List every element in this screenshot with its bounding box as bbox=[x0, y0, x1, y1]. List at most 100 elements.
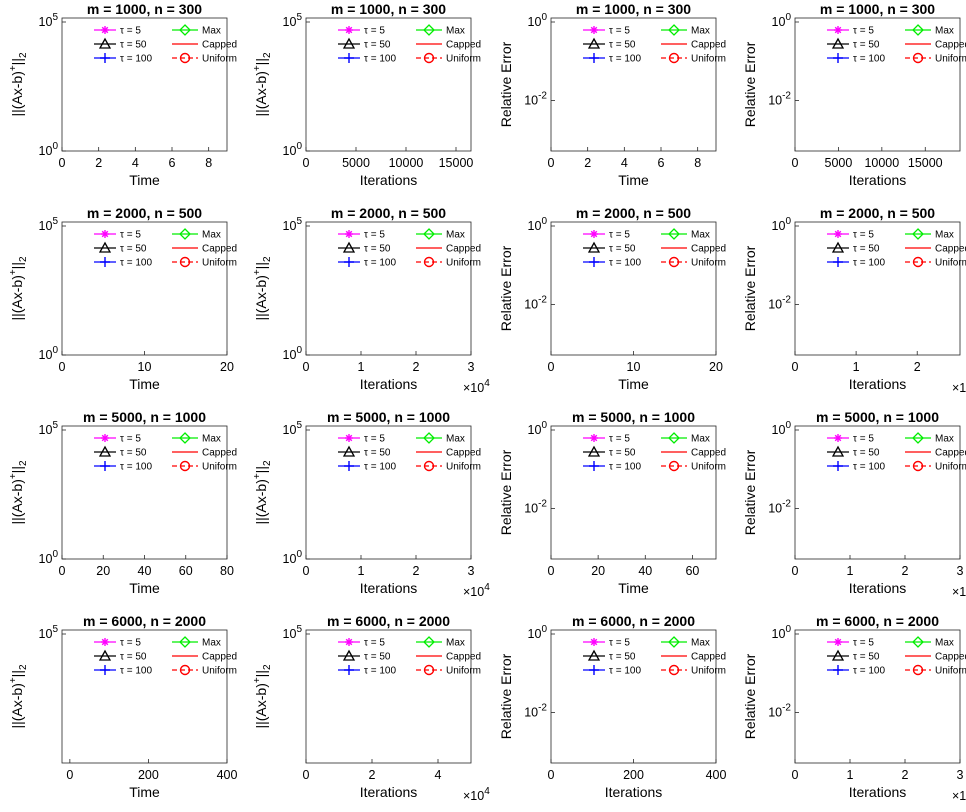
legend-marker-max bbox=[423, 24, 435, 36]
y-tick-label: 100 bbox=[283, 345, 303, 362]
legend-marker-tau5 bbox=[101, 230, 109, 238]
y-tick-label: 100 bbox=[772, 12, 792, 29]
x-axis-label: Iterations bbox=[849, 784, 907, 800]
y-tick-label: 10-2 bbox=[524, 294, 547, 311]
legend-label-tau50: τ = 50 bbox=[853, 244, 880, 255]
legend-label-tau100: τ = 100 bbox=[364, 54, 396, 65]
legend bbox=[338, 228, 442, 268]
legend-label-tau5: τ = 5 bbox=[853, 26, 874, 37]
legend-label-tau5: τ = 5 bbox=[120, 26, 141, 37]
legend-label-tau5: τ = 5 bbox=[853, 230, 874, 241]
legend-marker-tau5 bbox=[834, 230, 842, 238]
x-tick-label: 2 bbox=[413, 564, 420, 578]
plot-area bbox=[305, 221, 472, 356]
legend-marker-tau5 bbox=[834, 26, 842, 34]
y-tick-label: 10-2 bbox=[768, 90, 791, 107]
legend-label-uniform: Uniform bbox=[691, 462, 726, 473]
legend-label-tau50: τ = 50 bbox=[853, 448, 880, 459]
legend-label-tau50: τ = 50 bbox=[120, 448, 147, 459]
x-tick-label: 10 bbox=[627, 360, 641, 374]
y-tick-label: 105 bbox=[39, 420, 59, 437]
legend-marker-tau5 bbox=[834, 434, 842, 442]
legend-marker-uniform bbox=[179, 52, 191, 64]
x-tick-label: 0 bbox=[303, 564, 310, 578]
y-axis-label: Relative Error bbox=[742, 653, 758, 739]
x-tick-label: 0 bbox=[59, 156, 66, 170]
plot-area bbox=[61, 221, 228, 356]
legend-label-tau5: τ = 5 bbox=[120, 434, 141, 445]
x-axis-exponent: ×104 bbox=[952, 378, 966, 395]
legend bbox=[827, 636, 931, 676]
legend-label-tau50: τ = 50 bbox=[609, 40, 636, 51]
legend-label-uniform: Uniform bbox=[935, 462, 966, 473]
legend-marker-tau100 bbox=[344, 53, 354, 63]
y-tick-label: 100 bbox=[283, 549, 303, 566]
y-tick-label: 100 bbox=[39, 141, 59, 158]
legend-label-tau100: τ = 100 bbox=[364, 666, 396, 677]
y-tick-label: 10-2 bbox=[524, 90, 547, 107]
subplot-title: m = 2000, n = 500 bbox=[576, 205, 691, 221]
plot-area bbox=[305, 17, 472, 152]
legend-label-max: Max bbox=[202, 26, 221, 37]
legend-label-uniform: Uniform bbox=[691, 666, 726, 677]
x-axis-label: Iterations bbox=[849, 172, 907, 188]
y-tick-label: 10-2 bbox=[768, 294, 791, 311]
y-axis-label: Relative Error bbox=[498, 653, 514, 739]
legend-marker-max bbox=[668, 432, 680, 444]
legend-label-tau5: τ = 5 bbox=[609, 434, 630, 445]
legend-marker-max bbox=[912, 636, 924, 648]
legend-label-max: Max bbox=[446, 638, 465, 649]
legend-marker-max bbox=[423, 432, 435, 444]
legend-label-capped: Capped bbox=[202, 448, 237, 459]
x-tick-label: 1 bbox=[847, 768, 854, 782]
legend-label-capped: Capped bbox=[446, 652, 481, 663]
legend-label-tau50: τ = 50 bbox=[364, 448, 391, 459]
legend-label-capped: Capped bbox=[691, 652, 726, 663]
legend-label-tau5: τ = 5 bbox=[364, 434, 385, 445]
x-tick-label: 20 bbox=[96, 564, 110, 578]
plot-area bbox=[61, 17, 228, 152]
legend-marker-uniform bbox=[668, 664, 680, 676]
x-tick-label: 2 bbox=[902, 768, 909, 782]
x-axis-exponent: ×104 bbox=[463, 378, 490, 395]
x-axis-label: Time bbox=[618, 580, 649, 596]
legend-label-max: Max bbox=[202, 434, 221, 445]
legend-marker-tau5 bbox=[590, 638, 598, 646]
legend-marker-max bbox=[179, 432, 191, 444]
legend-marker-uniform bbox=[668, 52, 680, 64]
legend-marker-tau100 bbox=[589, 461, 599, 471]
legend-marker-tau50 bbox=[98, 241, 112, 253]
y-tick-label: 100 bbox=[39, 345, 59, 362]
legend-label-tau50: τ = 50 bbox=[364, 244, 391, 255]
x-tick-label: 1 bbox=[358, 564, 365, 578]
y-tick-label: 10-2 bbox=[524, 498, 547, 515]
legend-marker-tau50 bbox=[831, 37, 845, 49]
legend-label-capped: Capped bbox=[691, 40, 726, 51]
x-tick-label: 0 bbox=[548, 768, 555, 782]
legend-marker-tau5 bbox=[101, 638, 109, 646]
x-tick-label: 20 bbox=[709, 360, 723, 374]
legend-marker-uniform bbox=[179, 460, 191, 472]
x-tick-label: 40 bbox=[138, 564, 152, 578]
legend-label-uniform: Uniform bbox=[446, 462, 481, 473]
y-tick-label: 10-2 bbox=[768, 702, 791, 719]
plot-area bbox=[550, 221, 717, 356]
legend-marker-tau50 bbox=[342, 649, 356, 661]
y-tick-label: 100 bbox=[772, 216, 792, 233]
x-tick-label: 0 bbox=[792, 564, 799, 578]
x-tick-label: 3 bbox=[957, 564, 964, 578]
legend bbox=[827, 432, 931, 472]
legend-label-max: Max bbox=[691, 638, 710, 649]
x-tick-label: 3 bbox=[468, 360, 475, 374]
legend-marker-tau5 bbox=[590, 26, 598, 34]
x-tick-label: 0 bbox=[548, 156, 555, 170]
x-tick-label: 0 bbox=[66, 768, 73, 782]
y-tick-label: 105 bbox=[283, 624, 303, 641]
y-axis-label: ||(Ax-b)+||2 bbox=[8, 52, 29, 117]
legend-label-tau100: τ = 100 bbox=[609, 54, 641, 65]
legend-label-tau100: τ = 100 bbox=[853, 258, 885, 269]
x-axis-label: Time bbox=[129, 376, 160, 392]
legend-label-tau100: τ = 100 bbox=[853, 462, 885, 473]
legend-marker-tau5 bbox=[834, 638, 842, 646]
x-tick-label: 2 bbox=[95, 156, 102, 170]
